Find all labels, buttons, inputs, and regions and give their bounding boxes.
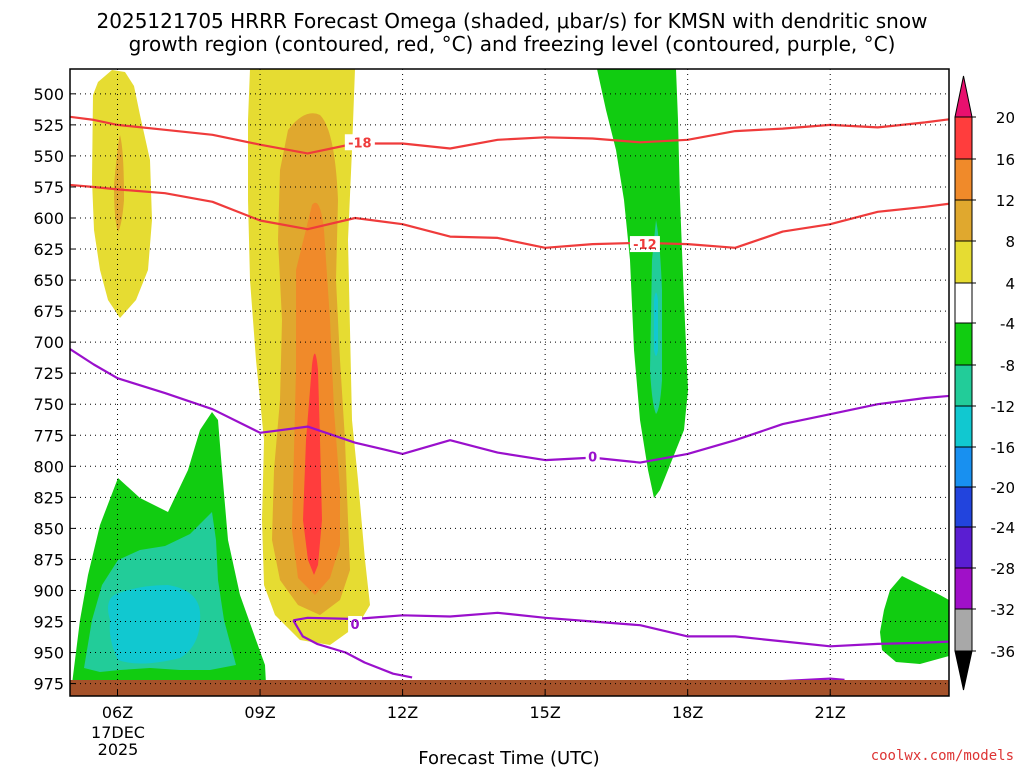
x-tick-label: 21Z <box>815 703 846 722</box>
colorbar-label: 16 <box>996 151 1015 169</box>
colorbar-label: -16 <box>991 439 1016 457</box>
contour-label: 0 <box>351 618 360 633</box>
y-tick-label: 700 <box>33 333 64 352</box>
colorbar-label: 4 <box>1005 275 1015 293</box>
contour-label: 0 <box>588 450 597 465</box>
y-tick-label: 550 <box>33 147 64 166</box>
contour-labels: -18 -12 0 0 <box>344 134 660 633</box>
colorbar: 20 16 12 8 4 -4 -8 -12 -16 -20 -24 -28 -32 -36 <box>954 75 1016 691</box>
omega-shade-neg12-left <box>108 585 201 664</box>
colorbar-bin <box>954 240 973 284</box>
colorbar-bin <box>954 199 973 242</box>
y-tick-label: 800 <box>33 457 64 476</box>
x-tick-label: 12Z <box>387 703 418 722</box>
y-tick-label: 925 <box>33 613 64 632</box>
y-tick-label: 750 <box>33 395 64 414</box>
chart-subtitle: growth region (contoured, red, °C) and f… <box>129 32 896 56</box>
y-tick-label: 950 <box>33 644 64 663</box>
colorbar-label: 8 <box>1005 233 1015 251</box>
contour-label-bg <box>585 448 600 465</box>
y-tick-label: 825 <box>33 488 64 507</box>
colorbar-bottom-arrow <box>954 650 973 691</box>
colorbar-label: -36 <box>991 643 1016 661</box>
colorbar-bin <box>954 116 973 160</box>
colorbar-label: -24 <box>991 519 1016 537</box>
y-tick-label: 975 <box>33 675 64 694</box>
dgz-contour <box>70 183 949 249</box>
x-tick-label: 09Z <box>244 703 275 722</box>
freezing-level-contour <box>293 611 949 648</box>
y-tick-label: 675 <box>33 302 64 321</box>
y-tick-label: 725 <box>33 364 64 383</box>
colorbar-label: -8 <box>1000 357 1015 375</box>
y-tick-label: 650 <box>33 271 64 290</box>
colorbar-bin <box>954 526 973 569</box>
year-label: 2025 <box>98 740 139 759</box>
colorbar-label: -28 <box>991 560 1016 578</box>
omega-shading <box>70 69 949 684</box>
x-axis-ticks: 06Z 09Z 12Z 15Z 18Z 21Z <box>102 690 846 722</box>
y-tick-label: 775 <box>33 426 64 445</box>
contour-lines <box>70 115 949 684</box>
contour-label-bg <box>344 134 375 151</box>
y-tick-label: 850 <box>33 519 64 538</box>
colorbar-label: -20 <box>991 479 1016 497</box>
colorbar-bin <box>954 567 973 610</box>
colorbar-bin <box>954 282 973 324</box>
chart-title: 2025121705 HRRR Forecast Omega (shaded, … <box>97 9 928 33</box>
colorbar-bin <box>954 364 973 407</box>
contour-label: -12 <box>633 238 657 253</box>
contour-label-bg <box>348 615 363 632</box>
colorbar-label: 12 <box>996 192 1015 210</box>
x-axis-label: Forecast Time (UTC) <box>418 748 599 768</box>
x-tick-label: 15Z <box>529 703 560 722</box>
y-tick-label: 600 <box>33 209 64 228</box>
colorbar-label: -4 <box>1000 315 1015 333</box>
x-tick-label: 06Z <box>102 703 133 722</box>
colorbar-label: -32 <box>991 601 1016 619</box>
y-tick-label: 875 <box>33 550 64 569</box>
omega-shade-neg12-mid <box>654 292 658 356</box>
y-tick-label: 900 <box>33 581 64 600</box>
plot-frame <box>69 68 950 697</box>
colorbar-bin <box>954 446 973 488</box>
dgz-contour <box>70 115 949 155</box>
omega-shade-neg4-mid <box>597 69 688 498</box>
y-tick-label: 525 <box>33 116 64 135</box>
y-axis-ticks: 500 525 550 575 600 625 650 675 700 725 750 775 800 8… <box>33 85 76 694</box>
contour-label: -18 <box>348 136 372 151</box>
colorbar-label: -12 <box>991 398 1016 416</box>
colorbar-bin <box>954 608 973 652</box>
omega-shade-8-upper-left <box>114 135 124 232</box>
contour-label-bg <box>629 236 660 253</box>
y-tick-label: 625 <box>33 240 64 259</box>
colorbar-label: 20 <box>996 109 1015 127</box>
date-label: 17DEC <box>91 723 145 742</box>
colorbar-bin <box>954 405 973 448</box>
y-tick-label: 500 <box>33 85 64 104</box>
freezing-level-contour <box>70 347 949 464</box>
colorbar-bin <box>954 158 973 201</box>
source-credit: coolwx.com/models <box>871 748 1014 764</box>
ground-surface <box>70 680 949 696</box>
colorbar-bin <box>954 486 973 528</box>
y-tick-label: 575 <box>33 178 64 197</box>
omega-shade-16-col <box>303 353 322 575</box>
colorbar-bin <box>954 322 973 366</box>
x-tick-label: 18Z <box>672 703 703 722</box>
